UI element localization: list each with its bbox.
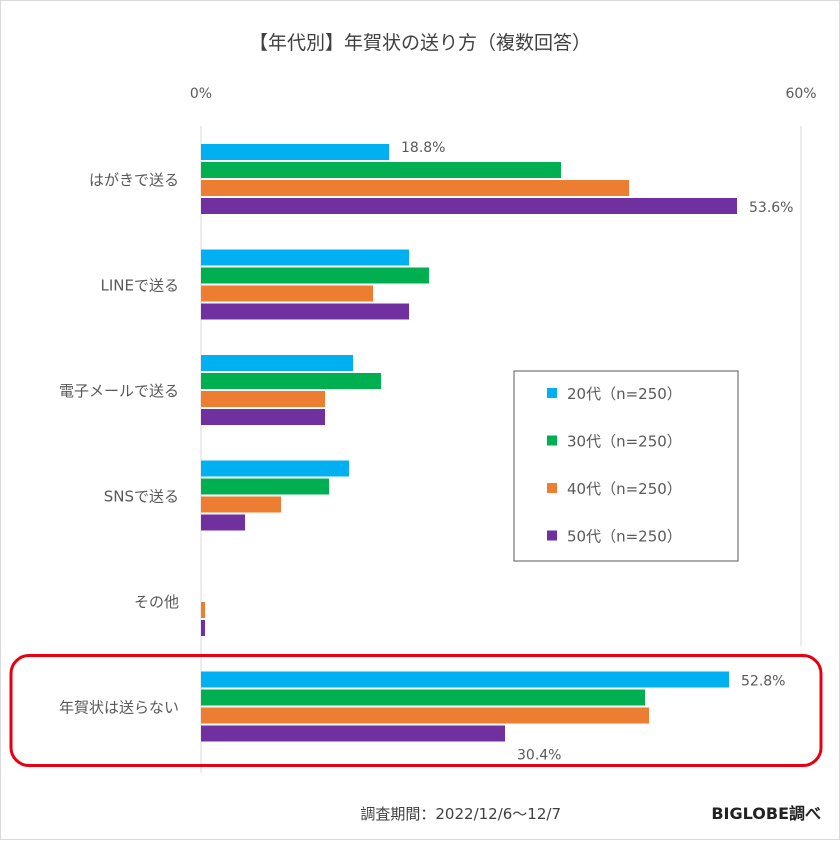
category-label: はがきで送る [89,171,179,189]
bar [201,409,325,425]
bar [201,198,737,214]
legend-box [513,370,739,562]
bar [201,285,373,302]
bar [201,249,409,266]
category-label: SNSで送る [104,488,179,506]
legend-swatch [547,435,557,446]
category-label: LINEで送る [101,277,179,295]
bar [201,303,409,320]
bar [201,671,729,688]
bar [201,725,505,742]
bar [201,162,561,178]
legend-label: 30代（n=250） [567,433,682,451]
data-label: 52.8% [741,674,785,690]
legend-label: 50代（n=250） [567,528,682,546]
bar [201,180,629,196]
highlight-box [9,654,823,767]
bar [201,620,205,636]
x-tick-label: 60% [785,86,816,102]
category-label: 年賀状は送らない [59,699,179,717]
bar [201,689,645,706]
data-label: 53.6% [749,200,793,216]
bar [201,391,325,407]
bar [201,355,353,371]
category-label: 電子メールで送る [59,382,179,400]
legend-label: 20代（n=250） [567,385,682,403]
data-label: 18.8% [401,140,445,156]
source-credit: BIGLOBE調べ [711,804,821,823]
bar [201,514,245,531]
bar [201,267,429,284]
data-label: 30.4% [517,748,561,764]
bar [201,478,329,495]
category-label: その他 [134,593,179,611]
bar [201,496,281,513]
legend-swatch [547,388,557,398]
chart-title: 【年代別】年賀状の送り方（複数回答） [249,32,591,54]
bar [201,707,649,724]
x-tick-label: 0% [190,86,212,102]
bar [201,460,349,477]
bar [201,373,381,389]
survey-period: 調査期間：2022/12/6～12/7 [360,805,561,823]
legend-swatch [547,530,557,541]
legend-label: 40代（n=250） [567,480,682,498]
legend-swatch [547,483,557,493]
bar [201,602,205,618]
bar [201,144,389,160]
